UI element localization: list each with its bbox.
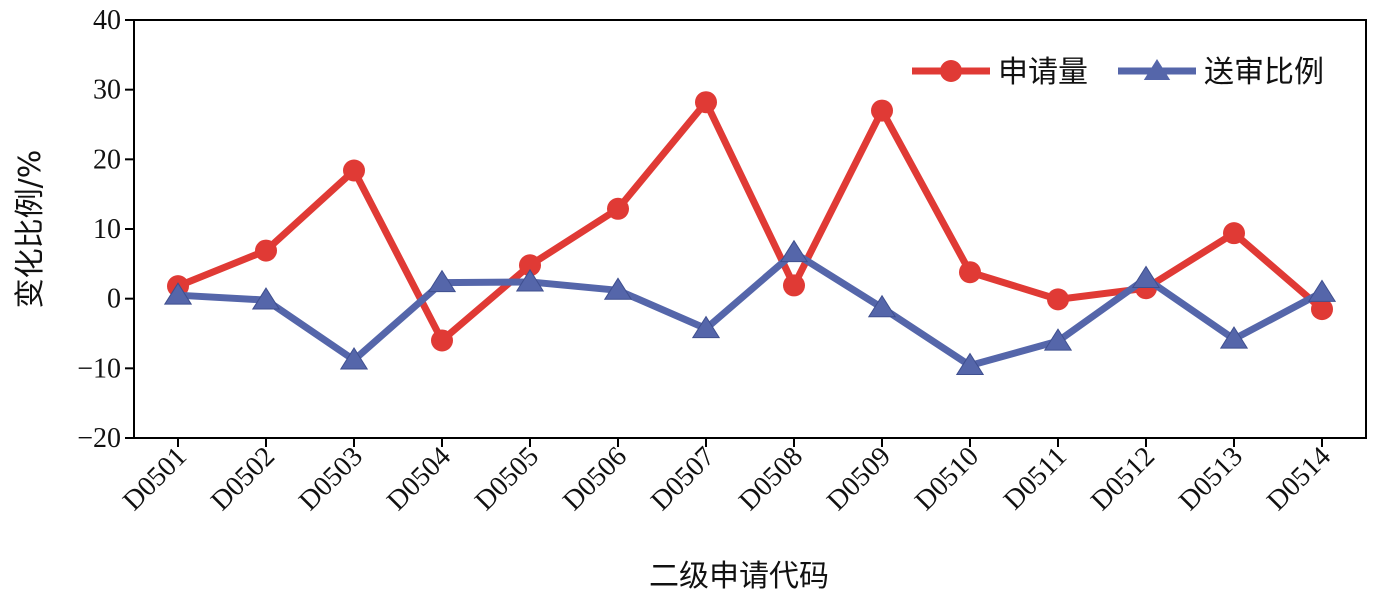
data-point xyxy=(1219,326,1249,349)
data-point xyxy=(695,91,717,114)
x-axis: D0501 D0502 D0503 D0504 D0505 D0506 D0507 D0508… xyxy=(117,438,1337,517)
data-point xyxy=(1131,265,1161,288)
y-tick-label: 20 xyxy=(93,144,121,175)
y-axis-title: 变化比例/% xyxy=(13,150,48,309)
y-tick-label: −10 xyxy=(77,353,121,384)
y-tick-label: 0 xyxy=(107,284,121,315)
x-tick-label: D0510 xyxy=(909,441,985,517)
data-point xyxy=(603,277,633,300)
data-point xyxy=(1223,222,1245,245)
data-point xyxy=(255,239,277,262)
series-line xyxy=(176,98,1325,344)
data-point xyxy=(1311,298,1333,321)
data-point xyxy=(163,282,193,305)
data-point xyxy=(867,294,897,318)
data-point xyxy=(1307,279,1337,302)
data-point xyxy=(871,99,893,122)
x-tick-label: D0514 xyxy=(1261,441,1337,517)
legend-label: 申请量 xyxy=(998,55,1088,90)
data-point xyxy=(607,197,629,220)
data-point xyxy=(343,159,365,182)
x-tick-label: D0508 xyxy=(733,441,809,517)
x-tick-label: D0503 xyxy=(293,441,369,517)
data-point xyxy=(427,269,457,293)
x-tick-label: D0512 xyxy=(1085,441,1161,517)
data-point xyxy=(339,347,369,370)
legend-marker xyxy=(1143,59,1171,80)
x-tick-label: D0505 xyxy=(469,441,545,517)
x-tick-label: D0504 xyxy=(381,441,457,517)
data-point xyxy=(251,287,281,310)
x-tick-label: D0502 xyxy=(205,441,281,517)
series-2 xyxy=(163,239,1337,376)
data-point xyxy=(959,261,981,284)
x-tick-label: D0507 xyxy=(645,441,721,517)
x-tick-label: D0513 xyxy=(1173,441,1249,517)
series-line xyxy=(177,249,1324,370)
y-tick-label: 10 xyxy=(93,214,121,245)
legend-label: 送审比例 xyxy=(1204,55,1324,90)
x-axis-title: 二级申请代码 xyxy=(649,559,829,594)
data-point xyxy=(519,254,541,277)
data-point xyxy=(431,329,453,352)
data-point xyxy=(955,352,985,376)
plot-frame xyxy=(133,19,1367,439)
data-point xyxy=(1043,328,1073,351)
legend-marker xyxy=(940,60,962,82)
data-point xyxy=(779,239,809,263)
series-1 xyxy=(167,91,1333,352)
x-tick-label: D0511 xyxy=(998,441,1073,516)
y-tick-label: 30 xyxy=(93,75,121,106)
data-point xyxy=(1047,288,1069,311)
y-axis: −20 −10 0 10 20 30 40 xyxy=(77,5,134,454)
x-tick-label: D0506 xyxy=(557,441,633,517)
data-point xyxy=(691,315,721,339)
y-tick-label: −20 xyxy=(77,423,121,454)
x-tick-label: D0501 xyxy=(117,441,193,517)
series-layer xyxy=(163,91,1337,376)
data-point xyxy=(783,274,805,297)
legend: 申请量 送审比例 xyxy=(912,55,1324,90)
data-point xyxy=(515,269,545,292)
y-tick-label: 40 xyxy=(93,5,121,36)
x-tick-label: D0509 xyxy=(821,441,897,517)
